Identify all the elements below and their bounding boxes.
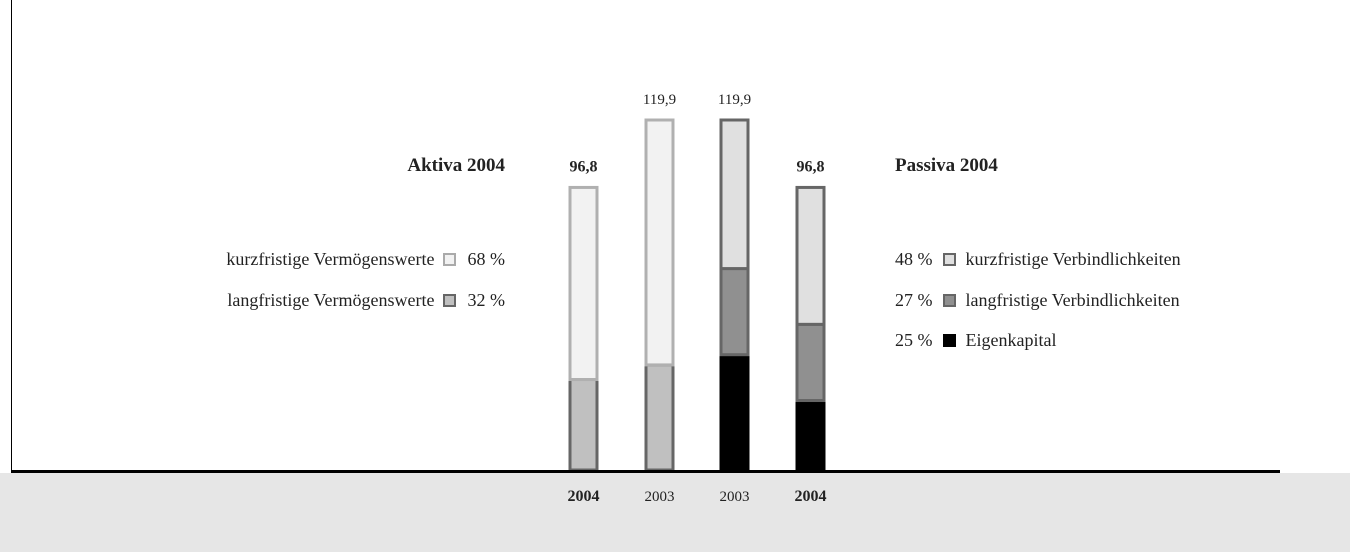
x-tick-label: 2003 [720,489,750,505]
passiva-legend-label: kurzfristige Verbindlichkeiten [965,249,1181,269]
passiva-legend-percent: 48 % [895,249,933,269]
bar-0-segment-1 [568,185,599,382]
aktiva-legend-percent: 68 % [467,249,506,269]
x-tick-label: 2004 [568,488,600,505]
bar-0-segment-0 [568,378,599,472]
bar-total-label: 96,8 [797,158,825,175]
passiva-legend-percent: 27 % [895,290,933,310]
frame-left-border [11,0,12,470]
aktiva-legend-item-langfristig: langfristige Vermögenswerte 32 % [227,290,505,311]
aktiva-legend-label: langfristige Vermögenswerte [227,290,435,310]
passiva-langfristig-swatch [942,294,956,307]
bar-3-segment-1 [795,322,826,403]
passiva-legend-item-kurzfristig: 48 % kurzfristige Verbindlichkeiten [895,249,1181,270]
aktiva-legend-percent: 32 % [467,290,506,310]
aktiva-kurzfristig-swatch [442,253,456,266]
bar-1-segment-0 [644,363,675,472]
passiva-legend-item-eigenkapital: 25 % Eigenkapital [895,330,1056,351]
passiva-legend-label: Eigenkapital [965,330,1057,350]
passiva-kurzfristig-swatch [942,253,956,266]
bar-2-segment-0 [719,353,750,472]
passiva-eigenkapital-swatch [942,334,956,347]
passiva-legend-percent: 25 % [895,330,933,350]
bar-1-segment-1 [644,118,675,367]
bar-2-segment-1 [719,267,750,357]
x-tick-label: 2004 [795,488,827,505]
passiva-legend-title: Passiva 2004 [895,155,998,176]
aktiva-langfristig-swatch [442,294,456,307]
bar-3-segment-0 [795,399,826,472]
bar-total-label: 119,9 [643,92,676,108]
x-tick-label: 2003 [645,489,675,505]
bar-2-segment-2 [719,118,750,271]
bar-total-label: 96,8 [570,158,598,175]
aktiva-legend-label: kurzfristige Vermögenswerte [226,249,435,269]
aktiva-legend-item-kurzfristig: kurzfristige Vermögenswerte 68 % [226,249,505,270]
bar-total-label: 119,9 [718,92,751,108]
passiva-legend-item-langfristig: 27 % langfristige Verbindlichkeiten [895,290,1180,311]
chart-baseline [11,470,1280,473]
passiva-legend-label: langfristige Verbindlichkeiten [965,290,1180,310]
bar-3-segment-2 [795,185,826,326]
footer-band [0,473,1350,552]
aktiva-legend-title: Aktiva 2004 [407,155,505,176]
